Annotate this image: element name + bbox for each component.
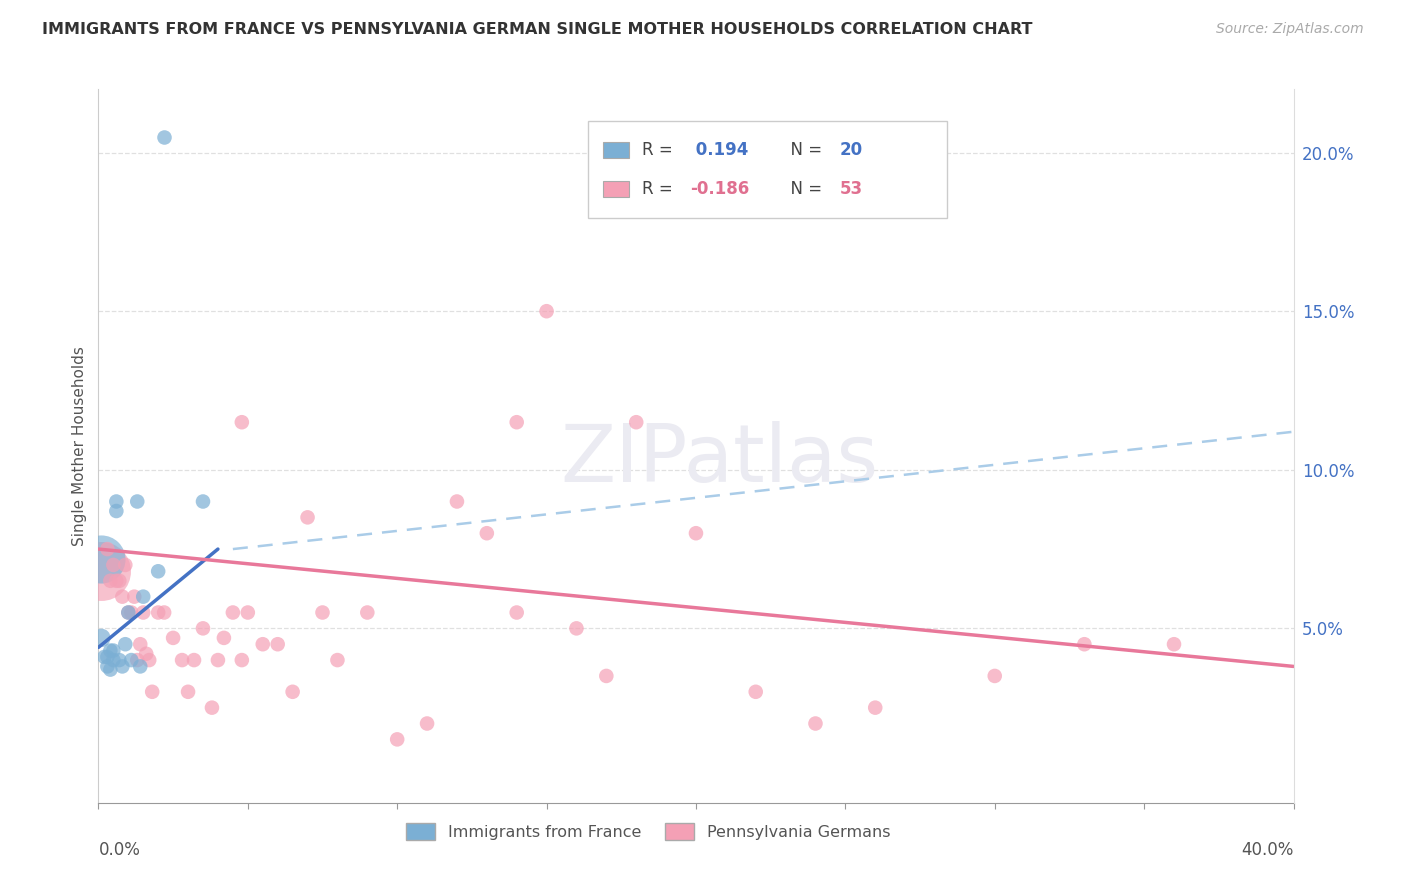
Point (96, 659, 118, 673)
Point (98, 643, 122, 657)
Point (201, 700, 224, 714)
Point (103, 558, 125, 572)
Point (117, 606, 139, 620)
Point (96, 542, 118, 557)
Point (231, 415, 253, 429)
Point (212, 631, 235, 645)
Point (475, 526, 498, 541)
FancyBboxPatch shape (603, 181, 628, 197)
Point (98, 663, 122, 677)
Point (356, 606, 378, 620)
Point (103, 653, 125, 667)
Point (153, 606, 176, 620)
Point (132, 590, 155, 604)
Point (281, 685, 304, 699)
Point (141, 685, 163, 699)
Point (105, 504, 128, 518)
Point (416, 716, 439, 731)
Point (745, 685, 768, 699)
Point (129, 659, 152, 673)
Text: R =: R = (643, 180, 678, 198)
Point (120, 606, 142, 620)
Point (595, 669, 617, 683)
Text: -0.186: -0.186 (690, 180, 749, 198)
Point (506, 415, 529, 429)
FancyBboxPatch shape (589, 121, 948, 218)
Point (108, 653, 131, 667)
Point (129, 637, 152, 651)
Point (506, 606, 529, 620)
Point (105, 574, 128, 588)
Point (114, 558, 136, 572)
Point (222, 606, 245, 620)
Legend: Immigrants from France, Pennsylvania Germans: Immigrants from France, Pennsylvania Ger… (399, 817, 897, 847)
Text: ZIPatlas: ZIPatlas (561, 421, 879, 500)
Point (108, 574, 131, 588)
Point (236, 606, 259, 620)
Point (565, 621, 588, 635)
Point (117, 606, 139, 620)
Point (172, 653, 194, 667)
Point (1163, 637, 1185, 651)
Point (111, 659, 134, 673)
Point (177, 685, 200, 699)
Point (148, 606, 170, 620)
Text: IMMIGRANTS FROM FRANCE VS PENNSYLVANIA GERMAN SINGLE MOTHER HOUSEHOLDS CORRELATI: IMMIGRANTS FROM FRANCE VS PENNSYLVANIA G… (42, 22, 1032, 37)
Point (120, 653, 142, 667)
Point (536, 304, 558, 318)
Text: 0.0%: 0.0% (98, 841, 141, 859)
Point (132, 606, 155, 620)
Point (685, 526, 707, 541)
Point (446, 494, 468, 508)
Text: 0.194: 0.194 (690, 141, 748, 159)
Point (96, 649, 118, 664)
Point (984, 669, 1007, 683)
Point (231, 653, 253, 667)
Point (162, 631, 184, 645)
Point (252, 637, 274, 651)
Text: Source: ZipAtlas.com: Source: ZipAtlas.com (1216, 22, 1364, 37)
Point (326, 653, 349, 667)
Point (98, 574, 122, 588)
Point (127, 494, 149, 508)
Point (153, 129, 176, 144)
Point (207, 653, 229, 667)
Text: 20: 20 (839, 141, 862, 159)
Point (90, 631, 112, 645)
Point (191, 621, 214, 635)
Text: R =: R = (643, 141, 678, 159)
Point (114, 637, 136, 651)
Point (111, 590, 134, 604)
Point (135, 647, 157, 661)
Point (267, 637, 290, 651)
Point (865, 700, 887, 714)
Point (103, 643, 125, 657)
Point (1073, 637, 1095, 651)
Point (311, 606, 333, 620)
Y-axis label: Single Mother Households: Single Mother Households (72, 346, 87, 546)
Text: 53: 53 (839, 180, 862, 198)
Point (127, 653, 149, 667)
Point (93, 649, 115, 664)
Point (191, 494, 214, 508)
Text: 40.0%: 40.0% (1241, 841, 1294, 859)
Text: N =: N = (779, 141, 827, 159)
Point (183, 653, 205, 667)
Point (297, 510, 319, 524)
Point (626, 415, 648, 429)
Point (148, 564, 170, 578)
FancyBboxPatch shape (603, 142, 628, 158)
Text: N =: N = (779, 180, 827, 198)
Point (90, 564, 112, 578)
Point (90, 551, 112, 566)
Point (385, 732, 409, 747)
Point (105, 494, 128, 508)
Point (804, 716, 827, 731)
Point (138, 653, 160, 667)
Point (124, 590, 146, 604)
